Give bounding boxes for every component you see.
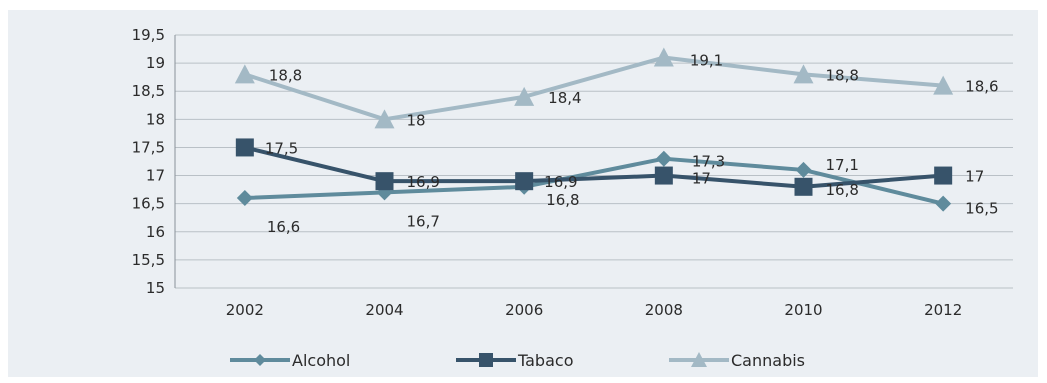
legend: Alcohol Tabaco Cannabis (230, 351, 805, 370)
x-tick-label: 2004 (365, 301, 403, 319)
data-label-alcohol: 17,3 (692, 153, 725, 171)
series-layer (234, 47, 954, 212)
data-label-alcohol: 16,5 (965, 200, 998, 218)
data-label-cannabis: 18,4 (548, 89, 581, 107)
legend-item-cannabis: Cannabis (669, 351, 805, 370)
x-tick-label: 2010 (784, 301, 822, 319)
series-line-tabaco (244, 145, 944, 189)
legend-marker (254, 354, 266, 366)
data-label-alcohol: 16,7 (407, 212, 440, 230)
legend-label: Alcohol (292, 351, 350, 370)
y-tick-label: 18,5 (132, 82, 165, 100)
data-label-alcohol: 16,6 (267, 218, 300, 236)
line-chart: 15 15,5 16 16,5 17 17,5 18 18,5 19 19,5 2002 2004 20… (132, 26, 1013, 370)
data-point-tabaco (934, 166, 953, 185)
data-point-tabaco (654, 166, 673, 185)
legend-label: Cannabis (731, 351, 805, 370)
x-tick-label: 2002 (226, 301, 264, 319)
x-tick-label: 2008 (645, 301, 683, 319)
legend-item-tabaco: Tabaco (456, 351, 573, 370)
gridlines (175, 34, 1013, 289)
data-label-cannabis: 18,6 (965, 78, 998, 96)
data-labels: 16,6 16,7 16,8 17,3 17,1 16,5 17,5 16,9 16,9 17 16… (265, 51, 999, 236)
data-point-cannabis (234, 64, 255, 84)
data-point-alcohol (935, 195, 952, 212)
data-point-cannabis (514, 86, 535, 106)
data-point-tabaco (375, 172, 394, 191)
data-point-cannabis (653, 47, 674, 67)
data-point-tabaco (515, 172, 534, 191)
data-label-alcohol: 17,1 (826, 156, 859, 174)
x-tick-label: 2006 (505, 301, 543, 319)
data-point-alcohol (795, 161, 812, 178)
data-label-tabaco: 17 (965, 168, 984, 186)
y-tick-label: 19 (146, 54, 165, 72)
x-tick-label: 2012 (924, 301, 962, 319)
y-tick-label: 15,5 (132, 251, 165, 269)
series-line-alcohol (244, 156, 944, 206)
legend-marker (691, 352, 707, 367)
y-tick-label: 19,5 (132, 26, 165, 44)
y-tick-label: 17 (146, 167, 165, 185)
y-tick-label: 18 (146, 110, 165, 128)
y-tick-label: 17,5 (132, 138, 165, 156)
data-point-alcohol (655, 150, 672, 167)
data-point-cannabis (933, 75, 954, 95)
y-tick-label: 15 (146, 279, 165, 297)
legend-item-alcohol: Alcohol (230, 351, 350, 370)
legend-label: Tabaco (517, 351, 573, 370)
series-line-cannabis (244, 55, 944, 122)
axes: 15 15,5 16 16,5 17 17,5 18 18,5 19 19,5 2002 2004 20… (132, 26, 963, 319)
data-label-cannabis: 18,8 (826, 66, 859, 84)
data-point-alcohol (236, 190, 253, 207)
data-label-cannabis: 18 (407, 111, 426, 129)
y-tick-label: 16 (146, 223, 165, 241)
data-point-cannabis (793, 64, 814, 84)
legend-marker (479, 353, 493, 367)
data-label-tabaco: 17 (692, 170, 711, 188)
data-point-tabaco (794, 177, 813, 196)
data-point-tabaco (235, 138, 254, 157)
data-label-tabaco: 16,9 (544, 173, 577, 191)
data-point-cannabis (374, 109, 395, 129)
data-label-alcohol: 16,8 (546, 191, 579, 209)
chart-panel: 15 15,5 16 16,5 17 17,5 18 18,5 19 19,5 2002 2004 20… (8, 10, 1038, 377)
data-label-tabaco: 16,9 (407, 173, 440, 191)
data-label-tabaco: 16,8 (826, 181, 859, 199)
data-label-cannabis: 18,8 (269, 66, 302, 84)
data-label-tabaco: 17,5 (265, 139, 298, 157)
data-label-cannabis: 19,1 (690, 51, 723, 69)
y-tick-label: 16,5 (132, 195, 165, 213)
